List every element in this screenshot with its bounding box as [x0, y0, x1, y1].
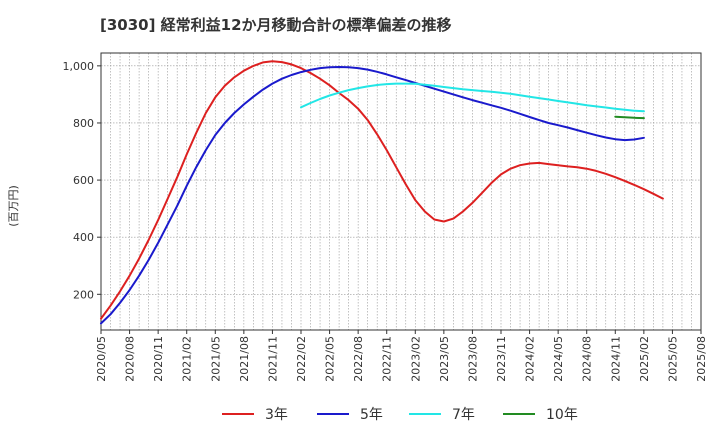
plot-frame: [100, 52, 702, 331]
x-tick-label: 2025/05: [666, 336, 679, 382]
legend-label-2: 5年: [360, 407, 383, 423]
y-tick-label: 800: [73, 117, 94, 130]
x-tick-label: 2025/02: [638, 336, 651, 382]
y-tick-label: 600: [73, 174, 94, 187]
legend-label-1: 3年: [265, 407, 288, 423]
legend-label-3: 7年: [452, 407, 475, 423]
x-tick-label: 2022/08: [352, 336, 365, 382]
x-tick-label: 2024/05: [552, 336, 565, 382]
y-tick-label: 400: [73, 231, 94, 244]
x-tick-label: 2023/05: [438, 336, 451, 382]
x-tick-label: 2022/02: [295, 336, 308, 382]
x-tick-label: 2020/08: [124, 336, 137, 382]
x-tick-label: 2024/11: [609, 336, 622, 382]
x-tick-label: 2020/11: [152, 336, 165, 382]
x-tick-label: 2023/11: [495, 336, 508, 382]
legend-label-4: 10年: [546, 407, 578, 423]
x-tick-label: 2021/11: [266, 336, 279, 382]
series-line-2: [100, 66, 645, 325]
x-tick-label: 2022/11: [381, 336, 394, 382]
y-tick-label: 1,000: [63, 60, 95, 73]
x-tick-label: 2024/08: [581, 336, 594, 382]
x-tick-label: 2021/05: [209, 336, 222, 382]
chart-title: [3030] 経常利益12か月移動合計の標準偏差の推移: [100, 16, 452, 34]
x-tick-label: 2022/05: [324, 336, 337, 382]
x-tick-label: 2021/08: [238, 336, 251, 382]
x-tick-label: 2023/02: [409, 336, 422, 382]
grid: [100, 53, 702, 330]
series-line-3: [300, 82, 645, 113]
axes: 200 400 600 800 1,000 2020/05 2020/08 2020/11 20…: [63, 52, 708, 382]
x-tick-label: 2023/08: [466, 336, 479, 382]
legend: 3年 5年 7年 10年: [222, 407, 578, 423]
series-lines: [100, 60, 664, 325]
x-tick-label: 2025/08: [695, 336, 708, 382]
y-axis-label: (百万円): [7, 185, 20, 227]
x-tick-label: 2024/02: [524, 336, 537, 382]
x-tick-label: 2021/02: [181, 336, 194, 382]
series-line-4: [614, 115, 645, 120]
series-line-1: [100, 60, 664, 320]
y-tick-label: 200: [73, 288, 94, 301]
x-tick-label: 2020/05: [95, 336, 108, 382]
